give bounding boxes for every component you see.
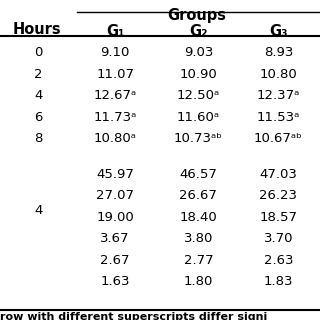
Text: 27.07: 27.07: [96, 189, 134, 203]
Text: 3.70: 3.70: [264, 232, 293, 245]
Text: 10.80ᵃ: 10.80ᵃ: [94, 132, 137, 145]
Text: 11.07: 11.07: [96, 68, 134, 81]
Text: 45.97: 45.97: [96, 168, 134, 181]
Text: 2.77: 2.77: [184, 254, 213, 267]
Text: 26.67: 26.67: [180, 189, 217, 203]
Text: 4: 4: [34, 204, 43, 217]
Text: 12.50ᵃ: 12.50ᵃ: [177, 89, 220, 102]
Text: 1.63: 1.63: [100, 275, 130, 288]
Text: 4: 4: [34, 89, 43, 102]
Text: row with different superscripts differ signi: row with different superscripts differ s…: [0, 312, 267, 320]
Text: 8: 8: [34, 132, 43, 145]
Text: 2.67: 2.67: [100, 254, 130, 267]
Text: 1.83: 1.83: [264, 275, 293, 288]
Text: 3.80: 3.80: [184, 232, 213, 245]
Text: G₁: G₁: [106, 24, 124, 39]
Text: 10.67ᵃᵇ: 10.67ᵃᵇ: [254, 132, 303, 145]
Text: 11.73ᵃ: 11.73ᵃ: [93, 111, 137, 124]
Text: 6: 6: [34, 111, 43, 124]
Text: 18.40: 18.40: [180, 211, 217, 224]
Text: 18.57: 18.57: [260, 211, 297, 224]
Text: 1.80: 1.80: [184, 275, 213, 288]
Text: G₂: G₂: [189, 24, 208, 39]
Text: 8.93: 8.93: [264, 46, 293, 60]
Text: G₃: G₃: [269, 24, 288, 39]
Text: 11.60ᵃ: 11.60ᵃ: [177, 111, 220, 124]
Text: 11.53ᵃ: 11.53ᵃ: [257, 111, 300, 124]
Text: Hours: Hours: [13, 22, 61, 37]
Text: 2: 2: [34, 68, 43, 81]
Text: 9.10: 9.10: [100, 46, 130, 60]
Text: 12.37ᵃ: 12.37ᵃ: [257, 89, 300, 102]
Text: 26.23: 26.23: [260, 189, 297, 203]
Text: 12.67ᵃ: 12.67ᵃ: [93, 89, 137, 102]
Text: 47.03: 47.03: [260, 168, 297, 181]
Text: Groups: Groups: [167, 8, 226, 23]
Text: 0: 0: [34, 46, 43, 60]
Text: 46.57: 46.57: [180, 168, 217, 181]
Text: 19.00: 19.00: [96, 211, 134, 224]
Text: 3.67: 3.67: [100, 232, 130, 245]
Text: 2.63: 2.63: [264, 254, 293, 267]
Text: 10.90: 10.90: [180, 68, 217, 81]
Text: 10.80: 10.80: [260, 68, 297, 81]
Text: 10.73ᵃᵇ: 10.73ᵃᵇ: [174, 132, 223, 145]
Text: 9.03: 9.03: [184, 46, 213, 60]
